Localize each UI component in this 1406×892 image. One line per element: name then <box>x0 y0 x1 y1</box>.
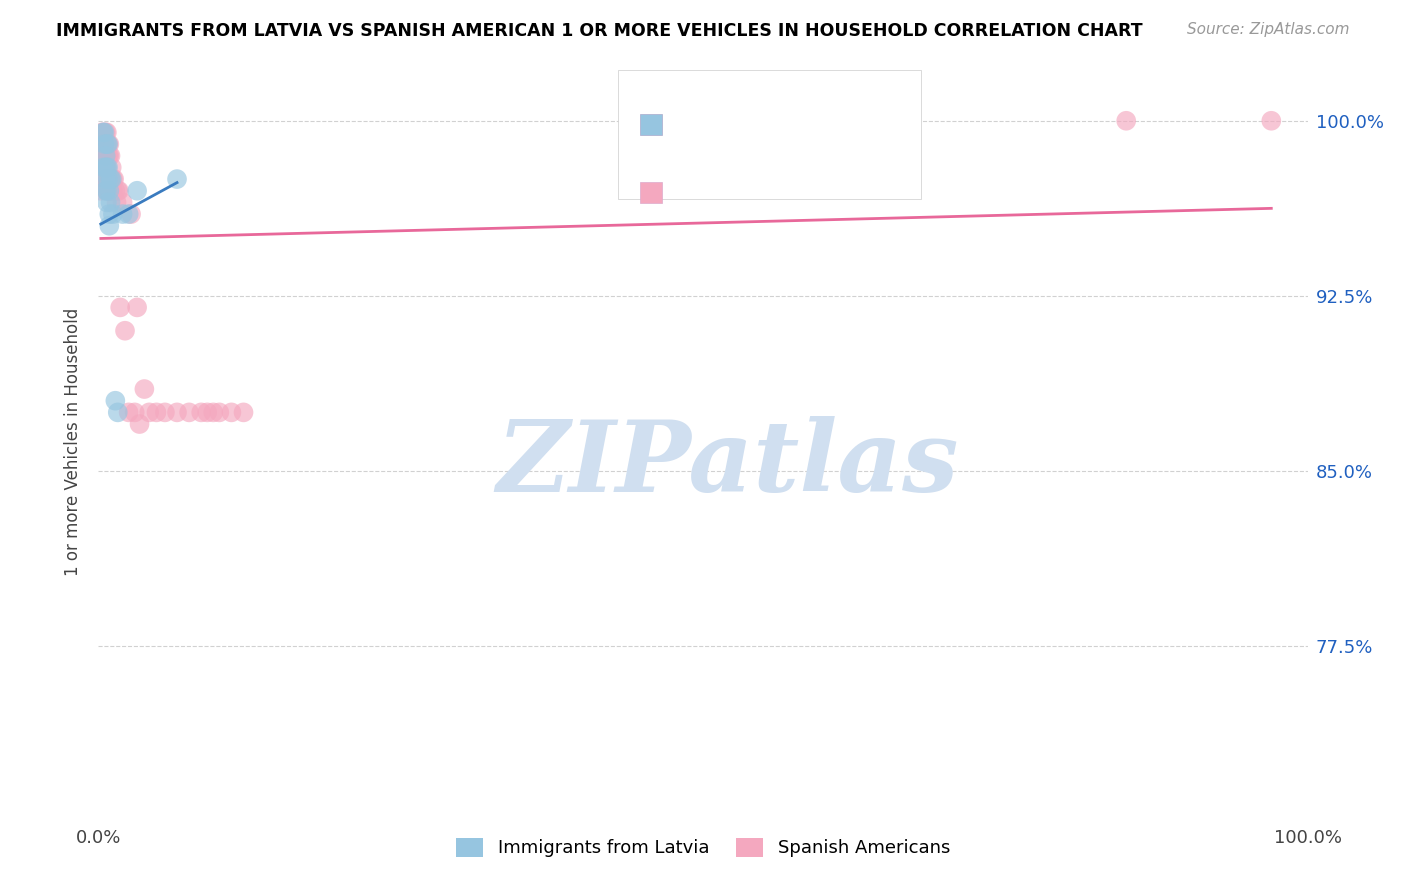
Point <box>107 184 129 198</box>
Point <box>98 149 121 163</box>
Point <box>111 207 134 221</box>
Point <box>94 184 117 198</box>
Point <box>97 172 120 186</box>
Point <box>101 184 124 198</box>
Point <box>100 172 122 186</box>
Bar <box>640 182 662 203</box>
Point <box>111 195 134 210</box>
Point <box>103 172 125 186</box>
Point <box>98 184 121 198</box>
Point <box>96 161 118 175</box>
Point <box>108 301 131 315</box>
Point <box>100 161 122 175</box>
Point <box>97 149 120 163</box>
Point <box>127 301 149 315</box>
Point <box>145 405 167 419</box>
Point <box>94 172 117 186</box>
Point <box>93 125 115 139</box>
Point <box>138 405 160 419</box>
Point <box>232 405 254 419</box>
Point <box>96 195 118 210</box>
Point <box>91 161 114 175</box>
Point <box>105 195 128 210</box>
Text: R = 0.201    N = 29: R = 0.201 N = 29 <box>675 112 837 129</box>
Point <box>94 125 117 139</box>
Point <box>91 137 114 152</box>
Point <box>97 172 120 186</box>
Point <box>93 137 115 152</box>
Point <box>91 161 114 175</box>
Point <box>104 184 127 198</box>
Point <box>93 172 115 186</box>
Point <box>98 219 121 233</box>
Point <box>97 137 120 152</box>
Point <box>101 172 124 186</box>
Point <box>94 149 117 163</box>
Point <box>108 184 131 198</box>
Point <box>221 405 243 419</box>
Point <box>91 125 114 139</box>
Point <box>96 125 118 139</box>
Point <box>1260 113 1282 128</box>
Point <box>1115 113 1137 128</box>
Point <box>202 405 225 419</box>
Point <box>128 417 150 431</box>
Point <box>91 149 114 163</box>
Point <box>118 207 141 221</box>
Point <box>96 137 118 152</box>
Point <box>97 161 120 175</box>
Point <box>96 161 118 175</box>
Point <box>124 405 146 419</box>
Point <box>91 125 114 139</box>
Point <box>100 172 122 186</box>
Point <box>96 184 118 198</box>
Point <box>97 137 120 152</box>
Point <box>100 172 122 186</box>
Point <box>94 172 117 186</box>
Point <box>190 405 212 419</box>
Point <box>100 149 122 163</box>
Point <box>91 149 114 163</box>
Point <box>104 393 127 408</box>
Point <box>98 137 121 152</box>
Text: Source: ZipAtlas.com: Source: ZipAtlas.com <box>1187 22 1350 37</box>
Legend: Immigrants from Latvia, Spanish Americans: Immigrants from Latvia, Spanish American… <box>449 830 957 864</box>
Point <box>96 184 118 198</box>
Point <box>114 324 136 338</box>
Point <box>93 161 115 175</box>
Point <box>195 405 218 419</box>
Point <box>96 149 118 163</box>
Point <box>134 382 156 396</box>
Point <box>91 125 114 139</box>
Point <box>93 137 115 152</box>
Point <box>90 184 112 198</box>
Point <box>101 207 124 221</box>
Point <box>208 405 231 419</box>
Point <box>98 207 121 221</box>
Point <box>98 172 121 186</box>
Point <box>118 405 141 419</box>
Point <box>98 184 121 198</box>
Point <box>100 195 122 210</box>
Point <box>100 184 122 198</box>
Point <box>153 405 176 419</box>
Bar <box>640 114 662 136</box>
Y-axis label: 1 or more Vehicles in Household: 1 or more Vehicles in Household <box>65 308 83 575</box>
Point <box>97 184 120 198</box>
Point <box>166 405 188 419</box>
Point <box>94 161 117 175</box>
Point <box>120 207 142 221</box>
Point <box>179 405 201 419</box>
Point <box>93 149 115 163</box>
Text: R = 0.317    N = 59: R = 0.317 N = 59 <box>675 179 837 197</box>
Point <box>94 149 117 163</box>
Point <box>90 825 112 839</box>
Text: ZIPatlas: ZIPatlas <box>496 416 959 513</box>
FancyBboxPatch shape <box>619 70 921 199</box>
Point <box>107 405 129 419</box>
Text: IMMIGRANTS FROM LATVIA VS SPANISH AMERICAN 1 OR MORE VEHICLES IN HOUSEHOLD CORRE: IMMIGRANTS FROM LATVIA VS SPANISH AMERIC… <box>56 22 1143 40</box>
Point <box>127 184 149 198</box>
Point <box>166 172 188 186</box>
